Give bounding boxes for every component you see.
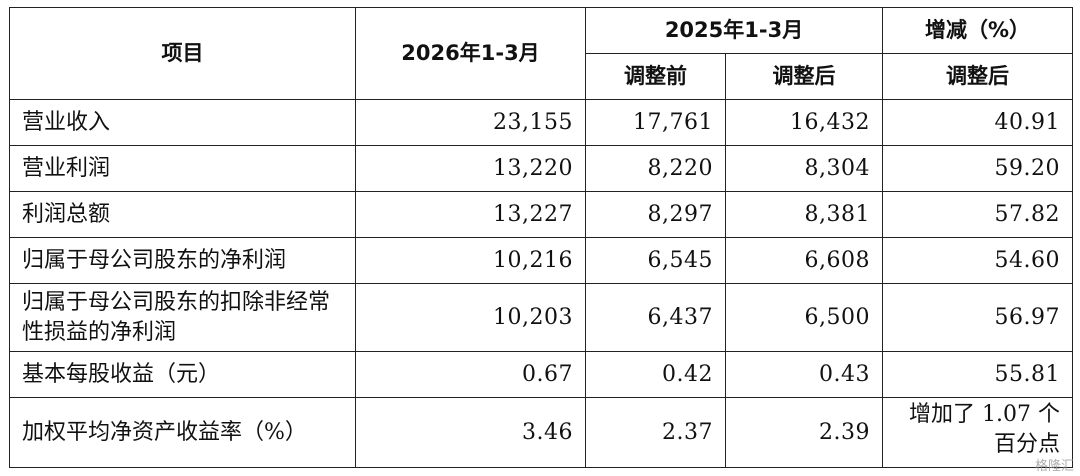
cell-current: 3.46 — [355, 397, 586, 468]
cell-change: 57.82 — [882, 191, 1074, 238]
table-row: 基本每股收益（元） 0.67 0.42 0.43 55.81 — [9, 351, 1074, 398]
cell-current: 13,227 — [355, 191, 586, 238]
cell-before: 6,437 — [585, 283, 726, 352]
cell-change: 55.81 — [882, 351, 1074, 398]
cell-after: 2.39 — [724, 397, 884, 468]
header-period-current: 2026年1-3月 — [355, 7, 586, 100]
row-label: 加权平均净资产收益率（%） — [9, 397, 356, 468]
cell-before: 8,297 — [585, 191, 726, 238]
table-row: 归属于母公司股东的净利润 10,216 6,545 6,608 54.60 — [9, 237, 1074, 284]
row-label: 营业收入 — [9, 99, 356, 146]
row-label: 营业利润 — [9, 145, 356, 192]
cell-change: 56.97 — [882, 283, 1074, 352]
cell-after: 6,500 — [724, 283, 884, 352]
cell-change: 54.60 — [882, 237, 1074, 284]
header-change-after-adjust: 调整后 — [882, 53, 1074, 100]
cell-current: 0.67 — [355, 351, 586, 398]
cell-before: 2.37 — [585, 397, 726, 468]
cell-after: 6,608 — [724, 237, 884, 284]
header-before-adjust: 调整前 — [585, 53, 726, 100]
change-note-text: 增加了 1.07 个百分点 — [909, 402, 1061, 457]
cell-change-note: 增加了 1.07 个百分点 — [882, 397, 1074, 468]
cell-before: 6,545 — [585, 237, 726, 284]
header-period-prior: 2025年1-3月 — [584, 7, 884, 54]
table-row: 加权平均净资产收益率（%） 3.46 2.37 2.39 增加了 1.07 个百… — [9, 397, 1074, 468]
cell-after: 0.43 — [724, 351, 884, 398]
cell-current: 10,203 — [355, 283, 586, 352]
cell-change: 59.20 — [882, 145, 1074, 192]
cell-after: 8,304 — [724, 145, 884, 192]
cell-current: 13,220 — [355, 145, 586, 192]
cell-change: 40.91 — [882, 99, 1074, 146]
cell-before: 0.42 — [585, 351, 726, 398]
table-row: 营业利润 13,220 8,220 8,304 59.20 — [9, 145, 1074, 192]
row-label: 归属于母公司股东的净利润 — [9, 237, 356, 284]
row-label: 归属于母公司股东的扣除非经常性损益的净利润 — [9, 283, 356, 352]
cell-after: 8,381 — [724, 191, 884, 238]
row-label: 利润总额 — [9, 191, 356, 238]
financial-table: 项目 2026年1-3月 2025年1-3月 增减（%） 调整前 调整后 调整后… — [9, 7, 1074, 468]
table-row: 归属于母公司股东的扣除非经常性损益的净利润 10,203 6,437 6,500… — [9, 283, 1074, 352]
table-row: 利润总额 13,227 8,297 8,381 57.82 — [9, 191, 1074, 238]
header-change: 增减（%） — [882, 7, 1074, 54]
cell-before: 17,761 — [585, 99, 726, 146]
cell-before: 8,220 — [585, 145, 726, 192]
header-after-adjust: 调整后 — [724, 53, 884, 100]
cell-after: 16,432 — [724, 99, 884, 146]
header-item: 项目 — [9, 7, 356, 100]
watermark-logo: 格隆汇 — [1034, 459, 1074, 474]
cell-current: 10,216 — [355, 237, 586, 284]
row-label: 基本每股收益（元） — [9, 351, 356, 398]
header-row-2: 调整前 调整后 调整后 — [10, 53, 1074, 100]
cell-current: 23,155 — [355, 99, 586, 146]
header-row-1: 项目 2026年1-3月 2025年1-3月 增减（%） — [9, 7, 1074, 100]
table-row: 营业收入 23,155 17,761 16,432 40.91 — [9, 99, 1074, 146]
